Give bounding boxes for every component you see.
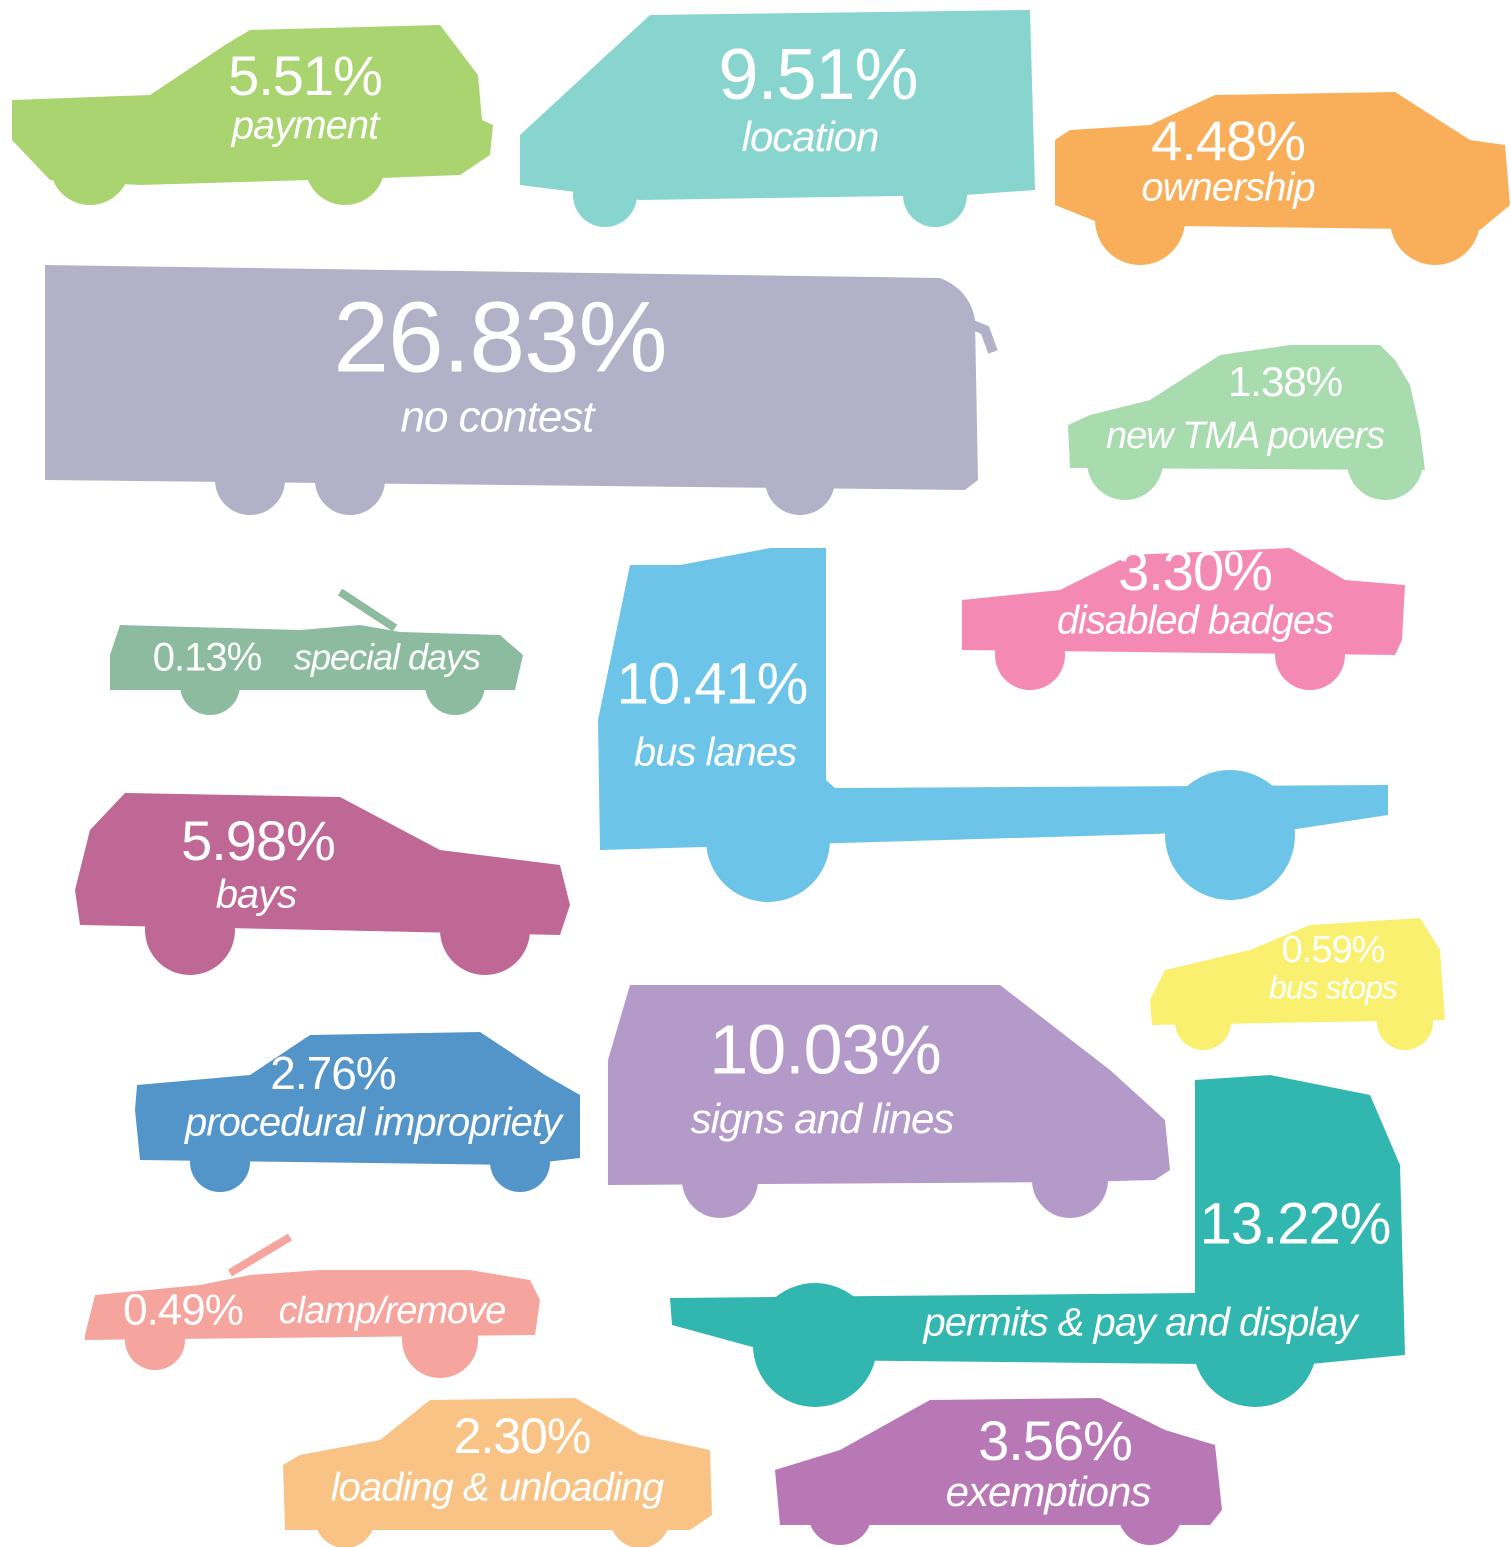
- vehicle-wheel: [753, 1283, 877, 1407]
- vehicle: 3.30%disabled badges: [962, 539, 1405, 690]
- vehicle-wheel: [50, 125, 130, 205]
- category-label: ownership: [1141, 166, 1314, 210]
- category-label: bus lanes: [634, 731, 797, 775]
- percent-label: 3.30%: [1118, 539, 1272, 602]
- percent-label: 10.03%: [709, 1010, 940, 1088]
- vehicle-wheel: [995, 620, 1065, 690]
- page: {"items": [ {"percent": "5.51%", "label"…: [0, 0, 1511, 1547]
- percent-label: 10.41%: [617, 651, 808, 716]
- vehicle: 0.49% clamp/remove: [85, 1237, 540, 1378]
- category-label: clamp/remove: [279, 1290, 506, 1332]
- category-label: procedural impropriety: [184, 1101, 565, 1145]
- vehicle: 0.13% special days: [110, 592, 523, 715]
- vehicle: 3.56%exemptions: [775, 1398, 1222, 1545]
- percent-label: 0.49%: [123, 1286, 243, 1335]
- percent-label: 0.13%: [153, 636, 262, 680]
- vehicle-wheel: [706, 778, 830, 902]
- vehicle-wheel: [1032, 1142, 1108, 1218]
- vehicle: 2.76%procedural impropriety: [135, 1032, 580, 1192]
- category-label: bays: [216, 873, 297, 917]
- vehicle: 26.83%no contest: [45, 265, 993, 515]
- category-label: loading & unloading: [331, 1466, 664, 1510]
- category-label: location: [742, 113, 879, 160]
- percent-label: 13.22%: [1200, 1191, 1391, 1256]
- vehicle-wheel: [215, 445, 285, 515]
- vehicle-wheel: [682, 1142, 758, 1218]
- percent-label: 1.38%: [1228, 358, 1342, 405]
- percent-label: 5.98%: [181, 809, 335, 872]
- vehicle-wheel: [573, 163, 637, 227]
- category-label: no contest: [400, 393, 596, 442]
- category-label: signs and lines: [691, 1095, 955, 1142]
- category-label: exemptions: [946, 1468, 1152, 1515]
- vehicle: 9.51%location: [520, 10, 1035, 227]
- vehicle-wheel: [903, 163, 967, 227]
- category-label: permits & pay and display: [922, 1301, 1360, 1345]
- category-label: disabled badges: [1057, 599, 1334, 643]
- vehicle: 5.98%bays: [75, 793, 570, 975]
- vehicle-wheel: [1165, 770, 1295, 900]
- vehicle: 4.48%ownership: [1055, 92, 1510, 265]
- vehicle-windshield: [340, 592, 395, 628]
- vehicle: 2.30%loading & unloading: [283, 1398, 712, 1547]
- category-label: special days: [294, 637, 481, 678]
- percent-label: 9.51%: [718, 35, 917, 115]
- vehicle-wheel: [315, 445, 385, 515]
- category-label: new TMA powers: [1106, 415, 1385, 457]
- percent-label: 2.30%: [454, 1408, 591, 1464]
- vehicle: 0.59%bus stops: [1150, 918, 1445, 1050]
- vehicle-wheel: [808, 1481, 872, 1545]
- infographic: 5.51%payment9.51%location4.48%ownership2…: [0, 0, 1511, 1547]
- vehicle: 10.03% signs and lines: [608, 985, 1170, 1218]
- percent-label: 26.83%: [333, 281, 666, 393]
- percent-label: 2.76%: [270, 1047, 396, 1099]
- vehicle-wheel: [1390, 175, 1480, 265]
- category-label: bus stops: [1269, 969, 1398, 1005]
- category-label: payment: [231, 104, 381, 148]
- vehicle: 1.38% new TMA powers: [1068, 345, 1425, 500]
- percent-label: 0.59%: [1282, 929, 1385, 971]
- vehicle-windshield: [230, 1237, 290, 1273]
- percent-label: 4.48%: [1151, 109, 1305, 172]
- vehicle: 5.51%payment: [12, 25, 493, 205]
- percent-label: 3.56%: [978, 1409, 1132, 1472]
- vehicle-wheel: [765, 445, 835, 515]
- vehicle-wheel: [1175, 994, 1231, 1050]
- percent-label: 5.51%: [228, 44, 382, 107]
- vehicle-wheel: [440, 885, 530, 975]
